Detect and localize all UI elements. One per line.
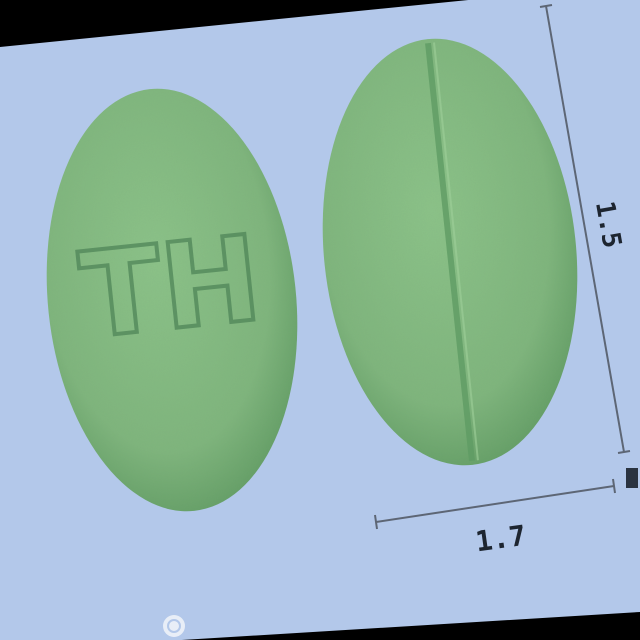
watermark [163,615,185,637]
scale-label-horizontal: 1.7 [473,519,528,559]
scale-bar-horizontal: 1.7 [374,478,616,559]
corner-mark [626,468,638,488]
tablet-back [322,38,578,466]
circle-logo-icon [163,615,185,637]
tablet-front: TH [46,88,298,512]
tablet-imprint: TH [74,209,267,365]
bisect-line [425,42,475,462]
